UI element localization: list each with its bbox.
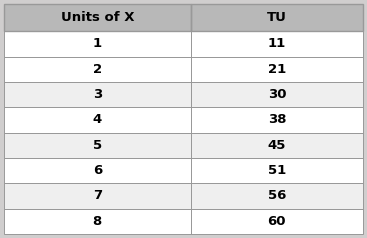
Text: 6: 6 xyxy=(93,164,102,177)
Bar xyxy=(191,31,363,57)
Bar xyxy=(4,57,191,82)
Bar xyxy=(4,158,191,183)
Bar xyxy=(191,4,363,31)
Bar xyxy=(191,4,363,31)
Text: 38: 38 xyxy=(268,114,286,126)
Text: Units of X: Units of X xyxy=(61,11,134,24)
Bar xyxy=(191,209,363,234)
Text: 2: 2 xyxy=(93,63,102,76)
Text: 8: 8 xyxy=(93,215,102,228)
Bar xyxy=(191,107,363,133)
Bar xyxy=(4,107,191,133)
Bar xyxy=(191,133,363,158)
Bar xyxy=(4,31,191,57)
Bar xyxy=(4,209,191,234)
Bar xyxy=(191,183,363,209)
Bar xyxy=(4,107,191,133)
Bar xyxy=(4,82,191,107)
Bar xyxy=(191,133,363,158)
Bar xyxy=(4,133,191,158)
Bar xyxy=(191,57,363,82)
Bar xyxy=(191,82,363,107)
Bar xyxy=(4,57,191,82)
Bar xyxy=(4,4,191,31)
Bar xyxy=(191,107,363,133)
Text: 45: 45 xyxy=(268,139,286,152)
Text: TU: TU xyxy=(267,11,287,24)
Text: 60: 60 xyxy=(268,215,286,228)
Bar xyxy=(191,183,363,209)
Text: 51: 51 xyxy=(268,164,286,177)
Text: 21: 21 xyxy=(268,63,286,76)
Bar xyxy=(191,57,363,82)
Bar xyxy=(4,31,191,57)
Bar xyxy=(4,4,191,31)
Text: 1: 1 xyxy=(93,37,102,50)
Text: 3: 3 xyxy=(93,88,102,101)
Bar xyxy=(191,31,363,57)
Bar xyxy=(191,82,363,107)
Bar xyxy=(191,209,363,234)
Bar xyxy=(191,158,363,183)
Text: 4: 4 xyxy=(93,114,102,126)
Text: 56: 56 xyxy=(268,189,286,203)
Bar xyxy=(4,158,191,183)
Bar xyxy=(191,158,363,183)
Text: 5: 5 xyxy=(93,139,102,152)
Bar xyxy=(4,82,191,107)
Text: 11: 11 xyxy=(268,37,286,50)
Text: 7: 7 xyxy=(93,189,102,203)
Text: 30: 30 xyxy=(268,88,286,101)
Bar xyxy=(4,183,191,209)
Bar xyxy=(4,209,191,234)
Bar xyxy=(4,183,191,209)
Bar xyxy=(4,133,191,158)
